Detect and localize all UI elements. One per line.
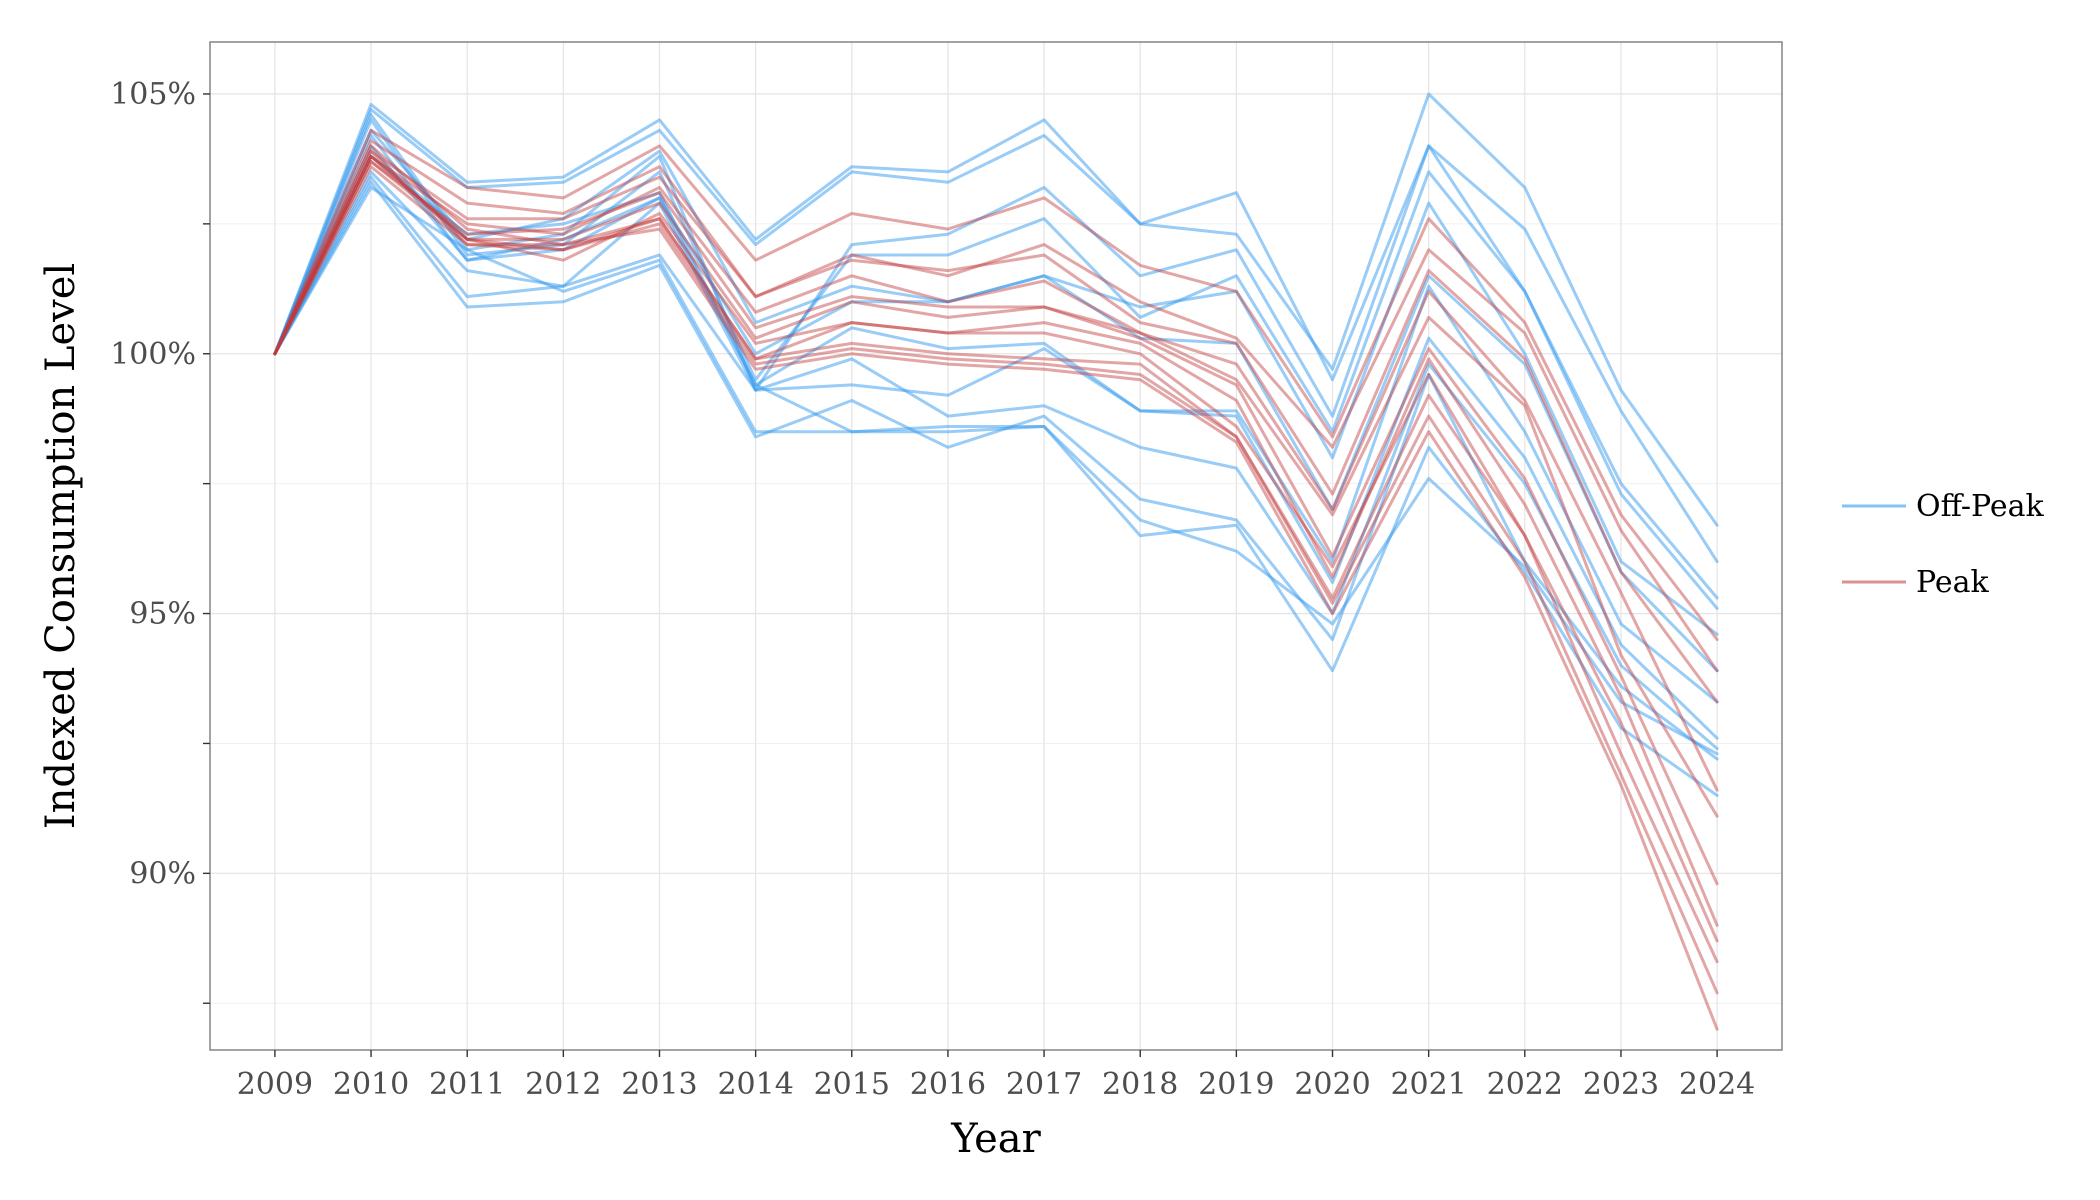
x-tick-label: 2010 (333, 1067, 409, 1102)
off-peak-series-line (273, 175, 1719, 751)
x-tick-label: 2019 (1198, 1067, 1274, 1102)
off-peak-series-line (273, 118, 1719, 610)
x-tick-label: 2011 (429, 1067, 505, 1102)
y-tick-label: 100% (110, 337, 196, 372)
y-tick-label: 105% (110, 77, 196, 112)
peak-series-line (273, 154, 1719, 792)
off-peak-series-line (273, 92, 1719, 527)
peak-series-line (273, 139, 1719, 673)
y-axis-title: Indexed Consumption Level (38, 263, 84, 829)
x-tick-label: 2015 (814, 1067, 890, 1102)
off-peak-series-line (273, 144, 1719, 673)
peak-series-line (273, 165, 1719, 964)
y-tick-label: 90% (129, 856, 196, 891)
x-tick-label: 2018 (1102, 1067, 1178, 1102)
x-axis: 2009 2010 2011 2012 2013 2014 2015 2016 2017 2018… (237, 1050, 1755, 1102)
plot-panel (209, 41, 1783, 1051)
legend: Off-Peak Peak (1842, 489, 2044, 600)
x-tick-label: 2023 (1583, 1067, 1659, 1102)
y-tick-label: 95% (129, 597, 196, 632)
major-gridlines (210, 42, 1782, 1050)
off-peak-series-line (273, 154, 1719, 704)
y-axis: 90% 95% 100% 105% (110, 77, 210, 1004)
x-tick-label: 2021 (1390, 1067, 1466, 1102)
x-tick-label: 2017 (1006, 1067, 1082, 1102)
x-tick-label: 2020 (1294, 1067, 1370, 1102)
peak-series-line (273, 128, 1719, 641)
x-tick-label: 2014 (717, 1067, 793, 1102)
x-tick-label: 2024 (1679, 1067, 1755, 1102)
x-tick-label: 2022 (1487, 1067, 1563, 1102)
peak-series-line (273, 149, 1719, 943)
peak-series-line (273, 154, 1719, 995)
off-peak-series-line (273, 186, 1719, 797)
off-peak-series-line (273, 170, 1719, 740)
x-tick-label: 2012 (525, 1067, 601, 1102)
off-peak-series-line (273, 134, 1719, 756)
x-tick-label: 2009 (237, 1067, 313, 1102)
peak-series-line (273, 149, 1719, 704)
x-tick-label: 2016 (910, 1067, 986, 1102)
off-peak-series-line (273, 113, 1719, 600)
legend-label-off-peak: Off-Peak (1916, 489, 2044, 524)
off-peak-series-line (273, 108, 1719, 564)
legend-label-peak: Peak (1916, 565, 1989, 600)
peak-series-line (273, 160, 1719, 818)
x-axis-title: Year (950, 1116, 1041, 1162)
peak-series-line (273, 160, 1719, 886)
peak-series-line (273, 154, 1719, 927)
peak-series-line (273, 144, 1719, 1031)
series-lines (273, 92, 1719, 1031)
off-peak-series-line (273, 180, 1719, 761)
x-tick-label: 2013 (621, 1067, 697, 1102)
